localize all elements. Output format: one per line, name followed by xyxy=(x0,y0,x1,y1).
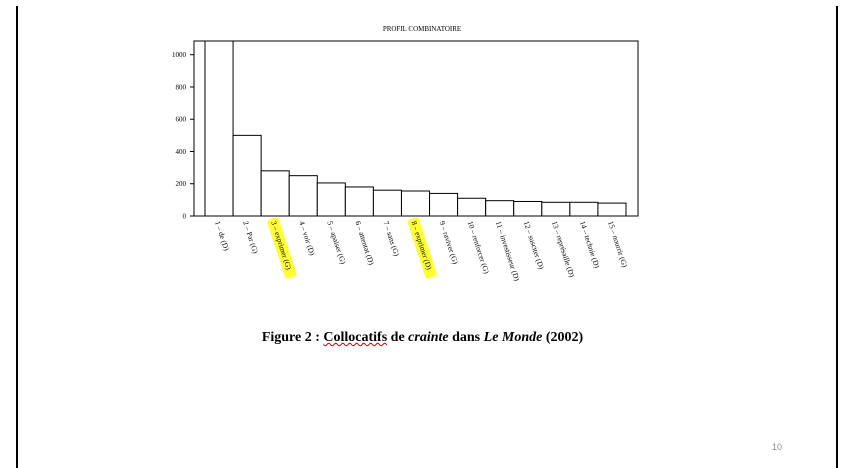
bar xyxy=(400,190,431,217)
x-tick-label: 11 – investisseur (D) xyxy=(494,220,522,283)
y-axis: 0 200 400 600 800 1000 xyxy=(172,51,194,221)
bar xyxy=(232,134,262,217)
caption-de: de xyxy=(387,330,409,345)
caption-collocatifs: Collocatifs xyxy=(323,330,388,345)
y-tick-label: 1000 xyxy=(172,51,187,59)
x-tick-label: 10 – renforcer (G) xyxy=(466,220,492,275)
caption-le-monde: Le Monde xyxy=(483,330,543,345)
bar xyxy=(260,170,290,217)
y-tick-label: 400 xyxy=(176,148,187,156)
caption-prefix: Figure 2 : xyxy=(261,330,324,345)
bar xyxy=(513,200,543,217)
bars-group xyxy=(204,40,627,217)
bar xyxy=(316,182,346,217)
bar xyxy=(569,201,599,217)
bar-chart: PROFIL COMBINATOIRE 0 200 400 600 800 1000 1 … xyxy=(172,25,639,283)
x-axis-labels: 1 – de (D) 2 – Par (G) 3 – exprimer (G) 4 –… xyxy=(213,220,630,283)
caption-crainte: crainte xyxy=(408,330,449,345)
caption-year: (2002) xyxy=(542,330,584,345)
highlight-marks xyxy=(267,217,437,279)
x-tick-label: 6 – attentat (D) xyxy=(353,220,376,267)
bar xyxy=(541,201,571,217)
y-tick-label: 600 xyxy=(176,116,187,124)
x-tick-label: 12 – susciter (D) xyxy=(522,220,546,271)
slide-frame xyxy=(16,6,838,468)
bar xyxy=(597,202,627,217)
figure-caption: Figure 2 : Collocatifs de crainte dans L… xyxy=(0,330,845,346)
x-tick-label: 7 – sans (G) xyxy=(382,220,402,258)
caption-dans: dans xyxy=(448,330,484,345)
bar xyxy=(344,186,374,217)
x-tick-label: 1 – de (D) xyxy=(213,220,231,252)
bar xyxy=(204,40,234,217)
x-tick-label: 9 – raviver (G) xyxy=(438,220,461,266)
chart-title: PROFIL COMBINATOIRE xyxy=(383,25,461,33)
bar xyxy=(288,175,318,217)
y-tick-label: 0 xyxy=(183,213,187,221)
bar xyxy=(372,189,402,217)
bar xyxy=(429,192,459,217)
x-tick-label: 14 – tech­nie (D) xyxy=(578,220,602,270)
highlight-mark xyxy=(407,217,437,279)
x-tick-label: 2 – Par (G) xyxy=(241,220,260,255)
highlight-mark xyxy=(267,217,297,279)
y-tick-label: 200 xyxy=(176,180,187,188)
x-tick-label: 15 – nourrir (G) xyxy=(606,220,630,269)
x-tick-label: 13 – représaille (D) xyxy=(550,220,577,279)
page-number: 10 xyxy=(772,442,783,452)
bar xyxy=(485,200,515,217)
y-tick-label: 800 xyxy=(176,83,187,91)
x-tick-label: 5 – apaiser (G) xyxy=(325,220,348,266)
x-tick-label: 4 – voir (D) xyxy=(297,220,317,257)
bar xyxy=(457,197,487,217)
